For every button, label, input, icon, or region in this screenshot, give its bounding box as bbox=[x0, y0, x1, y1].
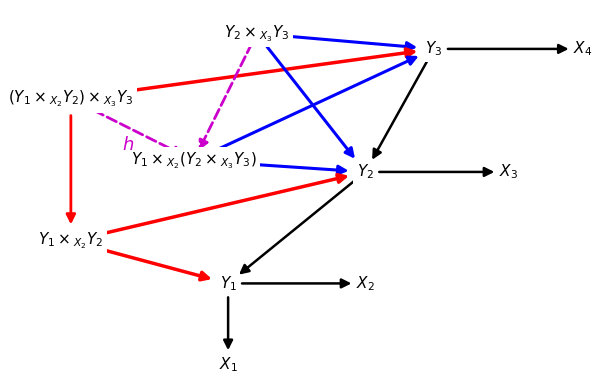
Text: $Y_2$: $Y_2$ bbox=[357, 163, 374, 181]
Text: $(Y_1 \times_{X_2} Y_2) \times_{X_3} Y_3$: $(Y_1 \times_{X_2} Y_2) \times_{X_3} Y_3… bbox=[8, 89, 134, 109]
Text: $X_2$: $X_2$ bbox=[356, 274, 375, 293]
Text: $Y_1 \times_{X_2} Y_2$: $Y_1 \times_{X_2} Y_2$ bbox=[38, 231, 104, 252]
Text: $X_1$: $X_1$ bbox=[219, 355, 238, 374]
Text: $Y_1$: $Y_1$ bbox=[220, 274, 236, 293]
Text: $h$: $h$ bbox=[122, 136, 134, 154]
Text: $Y_2 \times_{X_3} Y_3$: $Y_2 \times_{X_3} Y_3$ bbox=[224, 23, 289, 44]
Text: $Y_3$: $Y_3$ bbox=[426, 39, 443, 58]
Text: $Y_1 \times_{X_2} (Y_2 \times_{X_3} Y_3)$: $Y_1 \times_{X_2} (Y_2 \times_{X_3} Y_3)… bbox=[131, 150, 257, 171]
Text: $X_3$: $X_3$ bbox=[499, 163, 518, 181]
Text: $X_4$: $X_4$ bbox=[573, 39, 593, 58]
